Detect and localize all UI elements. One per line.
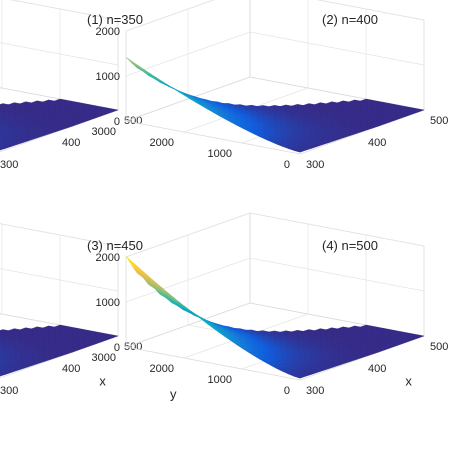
surface-cell [293,374,307,379]
x-tick-label: 400 [62,363,80,375]
x-tick-label: 300 [306,159,324,171]
x-tick-label: 400 [62,137,80,149]
y-axis-label: y [170,386,177,401]
grid-line [0,268,119,292]
surface-cell [125,256,138,271]
x-tick-label: 500 [124,341,142,353]
panel-title: (4) n=500 [322,238,378,253]
x-tick-label: 300 [306,385,324,397]
panel-title: (2) n=400 [322,12,378,27]
z-tick-label: 1000 [96,71,120,83]
x-tick-label: 400 [368,137,386,149]
x-axis-label: x [405,373,412,388]
grid-line [0,223,119,247]
grid-line [0,0,3,90]
x-tick-label: 500 [430,115,448,127]
grid-line [183,224,309,359]
back-wall-x [0,223,119,337]
grid-line [10,0,119,21]
y-tick-label: 2000 [150,363,174,375]
grid-line [0,42,119,66]
z-tick-label: 0 [114,342,120,354]
x-tick-label: 400 [368,363,386,375]
z-tick-label: 0 [114,116,120,128]
surface-cell [293,148,307,153]
z-tick-label: 2000 [96,252,120,264]
x-tick-label: 300 [0,385,18,397]
y-tick-label: 0 [284,385,290,397]
grid-line [125,31,425,77]
panel-4: 0 1000 2000 300 400 500 0 1000 2000 3000 x y (4) n=5… [92,212,448,401]
back-wall-y [125,0,251,122]
y-tick-label: 3000 [92,126,116,138]
z-tick-label: 2000 [96,26,120,38]
x-tick-label: 300 [0,159,18,171]
panel-title: (3) n=450 [87,238,143,253]
grid-line [125,257,425,303]
y-tick-label: 2000 [150,137,174,149]
x-tick-label: 500 [430,341,448,353]
y-tick-label: 1000 [208,374,232,386]
grid-line [125,212,425,258]
x-tick-label: 500 [124,115,142,127]
panel-2: 0 1000 2000 300 400 500 0 1000 2000 3000 (2) n=400 [92,0,448,171]
z-tick-label: 1000 [96,297,120,309]
grid-line [125,0,425,32]
panel-title: (1) n=350 [87,12,143,27]
y-tick-label: 1000 [208,148,232,160]
y-tick-label: 3000 [92,352,116,364]
surface-cell [0,372,7,377]
grid-line [0,224,3,316]
x-axis-label: x [99,373,106,388]
y-tick-label: 0 [284,159,290,171]
surface-cell [0,147,7,151]
